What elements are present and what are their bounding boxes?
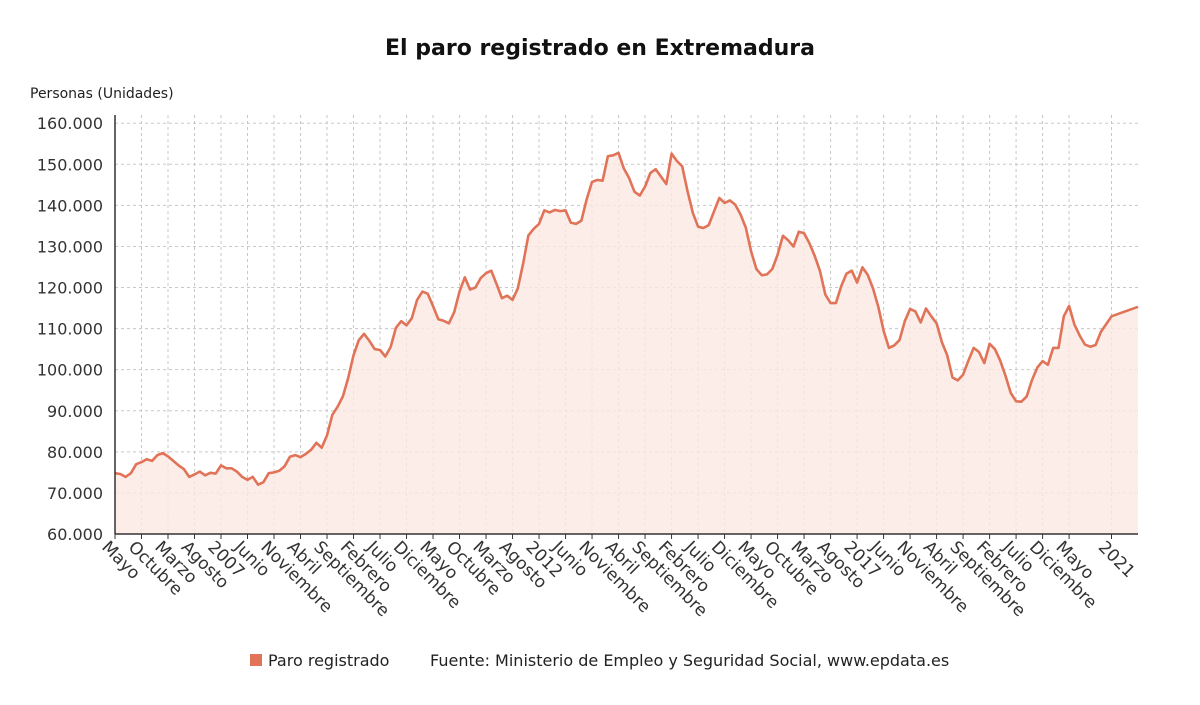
- y-tick-label: 160.000: [37, 114, 103, 133]
- y-tick-label: 130.000: [37, 237, 103, 256]
- y-tick-label: 90.000: [47, 402, 103, 421]
- series-line-paro-registrado: [114, 151, 1139, 486]
- legend-swatch: [250, 654, 262, 666]
- legend-label: Paro registrado: [268, 651, 389, 670]
- legend: Paro registrado Fuente: Ministerio de Em…: [250, 651, 949, 670]
- y-tick-label: 110.000: [37, 320, 103, 339]
- y-tick-label: 100.000: [37, 361, 103, 380]
- source-text: Fuente: Ministerio de Empleo y Seguridad…: [430, 651, 949, 670]
- y-tick-label: 140.000: [37, 196, 103, 215]
- y-tick-label: 60.000: [47, 525, 103, 544]
- y-tick-label: 80.000: [47, 443, 103, 462]
- chart-title: El paro registrado en Extremadura: [385, 36, 815, 61]
- y-tick-label: 120.000: [37, 279, 103, 298]
- y-tick-labels: 60.000 70.000 80.000 90.000 100.000 110.000 12…: [37, 114, 103, 544]
- y-axis-label: Personas (Unidades): [30, 86, 174, 102]
- x-tick-label: 2021: [1094, 537, 1139, 582]
- series-area-fill: [115, 152, 1138, 535]
- y-tick-label: 150.000: [37, 155, 103, 174]
- x-tick-labels: MayoOctubreMarzoAgosto2007JunioNoviembre…: [97, 537, 1138, 621]
- y-tick-label: 70.000: [47, 484, 103, 503]
